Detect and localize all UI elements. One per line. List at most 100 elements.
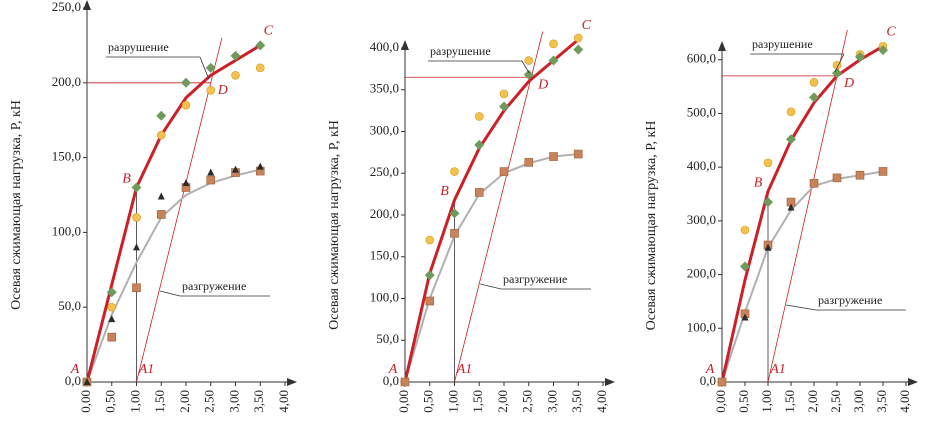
y-tick-label: 600,0: [687, 51, 716, 66]
point: [107, 302, 117, 312]
x-tick-label: 2,50: [520, 390, 535, 413]
point-label: A1: [456, 362, 473, 377]
point: [809, 178, 819, 188]
point: [207, 168, 215, 176]
point: [474, 139, 485, 150]
point: [809, 78, 819, 87]
point-label: A1: [138, 362, 155, 377]
point: [741, 313, 749, 321]
note-unload: разгружение: [503, 272, 567, 286]
point: [524, 158, 534, 167]
note-unload: разгружение: [818, 293, 882, 307]
y-tick-label: 250,0: [370, 164, 399, 179]
x-tick-label: 4,00: [594, 390, 609, 413]
point: [878, 45, 888, 56]
note-leader: [786, 304, 817, 311]
y-tick-label: 400,0: [370, 39, 399, 54]
point: [832, 68, 842, 79]
point: [548, 55, 559, 66]
point-label: D: [217, 83, 228, 98]
note-leader: [834, 53, 845, 73]
y-tick-label: 250,0: [52, 0, 81, 14]
x-tick-label: 1,00: [445, 390, 460, 413]
x-tick-label: 2,50: [202, 390, 217, 413]
y-tick-label: 0,0: [383, 373, 399, 388]
note-leader: [159, 290, 181, 297]
y-tick-label: 300,0: [370, 122, 399, 137]
y-tick-label: 0,0: [700, 373, 716, 388]
point: [106, 287, 117, 298]
y-tick-label: 50,0: [376, 331, 399, 346]
point: [133, 243, 140, 251]
point: [157, 192, 165, 200]
point: [717, 377, 727, 387]
point-label: C: [886, 25, 896, 40]
x-arrow: [287, 378, 297, 386]
point: [255, 63, 265, 73]
point: [787, 203, 795, 211]
y-arrow: [718, 41, 726, 51]
x-tick-label: 1,50: [152, 390, 167, 413]
point: [878, 167, 888, 176]
point-label: A: [705, 362, 715, 377]
x-tick-label: 2,00: [805, 390, 820, 413]
y-tick-label: 200,0: [687, 266, 716, 281]
point: [764, 243, 772, 251]
point: [499, 167, 509, 176]
point: [450, 167, 459, 176]
curve: [403, 38, 580, 383]
y-tick-label: 200,0: [370, 206, 399, 221]
point: [107, 332, 117, 342]
note-leader: [199, 56, 210, 79]
point: [424, 270, 435, 281]
x-tick-label: 2,00: [177, 390, 192, 413]
point: [450, 229, 459, 238]
unload-line: [767, 29, 848, 383]
point: [740, 225, 750, 235]
y-axis-label: Осевая сжимающая нагрузка, P, кН: [9, 100, 24, 310]
point: [549, 152, 558, 161]
y-tick-label: 100,0: [687, 319, 716, 334]
unload-line: [136, 37, 223, 383]
y-tick-label: 150,0: [370, 248, 399, 263]
note-unload: разгружение: [182, 279, 246, 293]
x-tick-label: 2,50: [828, 390, 843, 413]
point: [763, 197, 773, 208]
point-label: D: [537, 77, 548, 92]
y-tick-label: 100,0: [370, 289, 399, 304]
x-tick-label: 0,00: [78, 390, 93, 413]
y-tick-label: 300,0: [687, 212, 716, 227]
point-label: A1: [769, 362, 786, 377]
x-tick-label: 0,50: [103, 390, 118, 413]
point-label: C: [582, 18, 592, 33]
y-tick-label: 200,0: [52, 74, 81, 89]
point-label: D: [843, 76, 854, 91]
point: [855, 170, 865, 180]
point: [182, 179, 190, 187]
point: [231, 71, 240, 80]
point: [131, 182, 142, 193]
x-tick-label: 1,00: [127, 390, 142, 413]
point: [786, 134, 796, 145]
y-tick-label: 50,0: [58, 298, 81, 313]
curve: [85, 44, 262, 383]
point-label: B: [122, 172, 131, 187]
point: [524, 56, 534, 65]
point: [156, 130, 166, 140]
point: [132, 213, 141, 222]
note-failure: разрушение: [108, 40, 169, 54]
x-arrow: [605, 378, 615, 386]
x-tick-label: 3,00: [226, 390, 241, 413]
point: [474, 188, 484, 197]
x-tick-label: 0,50: [736, 390, 751, 413]
point-label: B: [440, 184, 449, 199]
point: [474, 112, 484, 121]
point: [156, 110, 167, 121]
x-tick-label: 0,00: [713, 390, 728, 413]
point: [425, 296, 435, 306]
curve: [720, 45, 884, 383]
x-tick-label: 3,50: [251, 390, 266, 413]
point: [809, 92, 819, 103]
